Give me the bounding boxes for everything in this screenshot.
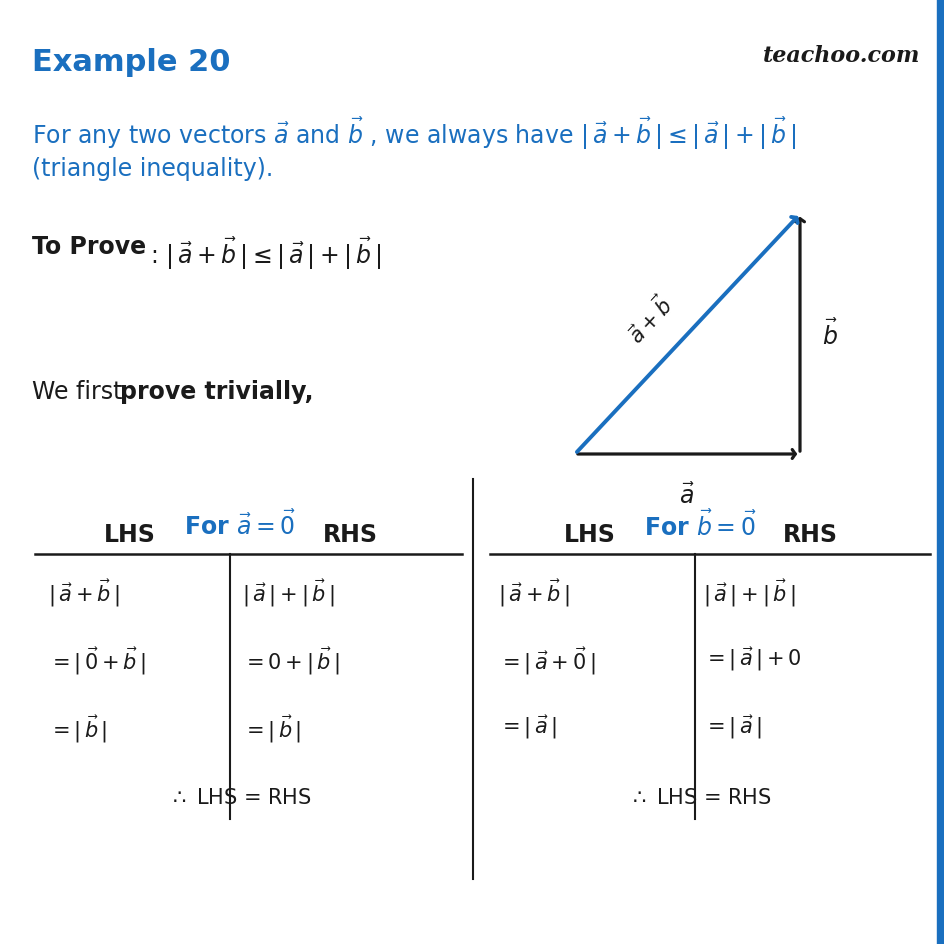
Text: $=|\,\vec{b}\,|$: $=|\,\vec{b}\,|$: [48, 712, 107, 744]
Text: RHS: RHS: [782, 522, 836, 547]
Text: LHS: LHS: [564, 522, 615, 547]
Text: $=|\,\vec{0}+\vec{b}\,|$: $=|\,\vec{0}+\vec{b}\,|$: [48, 645, 145, 676]
Text: For $\vec{a}=\vec{0}$: For $\vec{a}=\vec{0}$: [184, 510, 295, 539]
Text: LHS: LHS: [104, 522, 156, 547]
Text: For any two vectors $\vec{a}$ and $\vec{b}$ , we always have $|\,\vec{a}+\vec{b}: For any two vectors $\vec{a}$ and $\vec{…: [32, 115, 796, 152]
Text: prove trivially,: prove trivially,: [120, 379, 313, 404]
Text: $=|\,\vec{a}\,|$: $=|\,\vec{a}\,|$: [497, 712, 556, 740]
Text: (triangle inequality).: (triangle inequality).: [32, 157, 273, 181]
Text: $\vec{a}+\vec{b}$: $\vec{a}+\vec{b}$: [621, 291, 677, 348]
Text: $\vec{b}$: $\vec{b}$: [821, 319, 837, 350]
Text: : $|\,\vec{a}+\vec{b}\,|\leq|\,\vec{a}\,|+|\,\vec{b}\,|$: : $|\,\vec{a}+\vec{b}\,|\leq|\,\vec{a}\,…: [150, 235, 380, 272]
Text: We first: We first: [32, 379, 130, 404]
Text: $\therefore$ LHS = RHS: $\therefore$ LHS = RHS: [628, 787, 771, 807]
Text: $=|\,\vec{a}\,|$: $=|\,\vec{a}\,|$: [702, 712, 761, 740]
Text: $|\,\vec{a}+\vec{b}\,|$: $|\,\vec{a}+\vec{b}\,|$: [48, 577, 120, 608]
Text: $|\,\vec{a}+\vec{b}\,|$: $|\,\vec{a}+\vec{b}\,|$: [497, 577, 569, 608]
Text: RHS: RHS: [322, 522, 377, 547]
Text: $=|\,\vec{a}\,|+0$: $=|\,\vec{a}\,|+0$: [702, 645, 801, 672]
Text: $|\,\vec{a}\,|+|\,\vec{b}\,|$: $|\,\vec{a}\,|+|\,\vec{b}\,|$: [702, 577, 795, 608]
Text: Example 20: Example 20: [32, 48, 230, 76]
Text: $=0+|\,\vec{b}\,|$: $=0+|\,\vec{b}\,|$: [242, 645, 340, 676]
Text: $\therefore$ LHS = RHS: $\therefore$ LHS = RHS: [168, 787, 312, 807]
Text: For $\vec{b}=\vec{0}$: For $\vec{b}=\vec{0}$: [643, 510, 755, 540]
Text: $=|\,\vec{b}\,|$: $=|\,\vec{b}\,|$: [242, 712, 301, 744]
Text: To Prove: To Prove: [32, 235, 146, 259]
Text: teachoo.com: teachoo.com: [762, 45, 919, 67]
Text: $\vec{a}$: $\vec{a}$: [679, 482, 695, 508]
Text: $=|\,\vec{a}+\vec{0}\,|$: $=|\,\vec{a}+\vec{0}\,|$: [497, 645, 595, 676]
Text: $|\,\vec{a}\,|+|\,\vec{b}\,|$: $|\,\vec{a}\,|+|\,\vec{b}\,|$: [242, 577, 334, 608]
